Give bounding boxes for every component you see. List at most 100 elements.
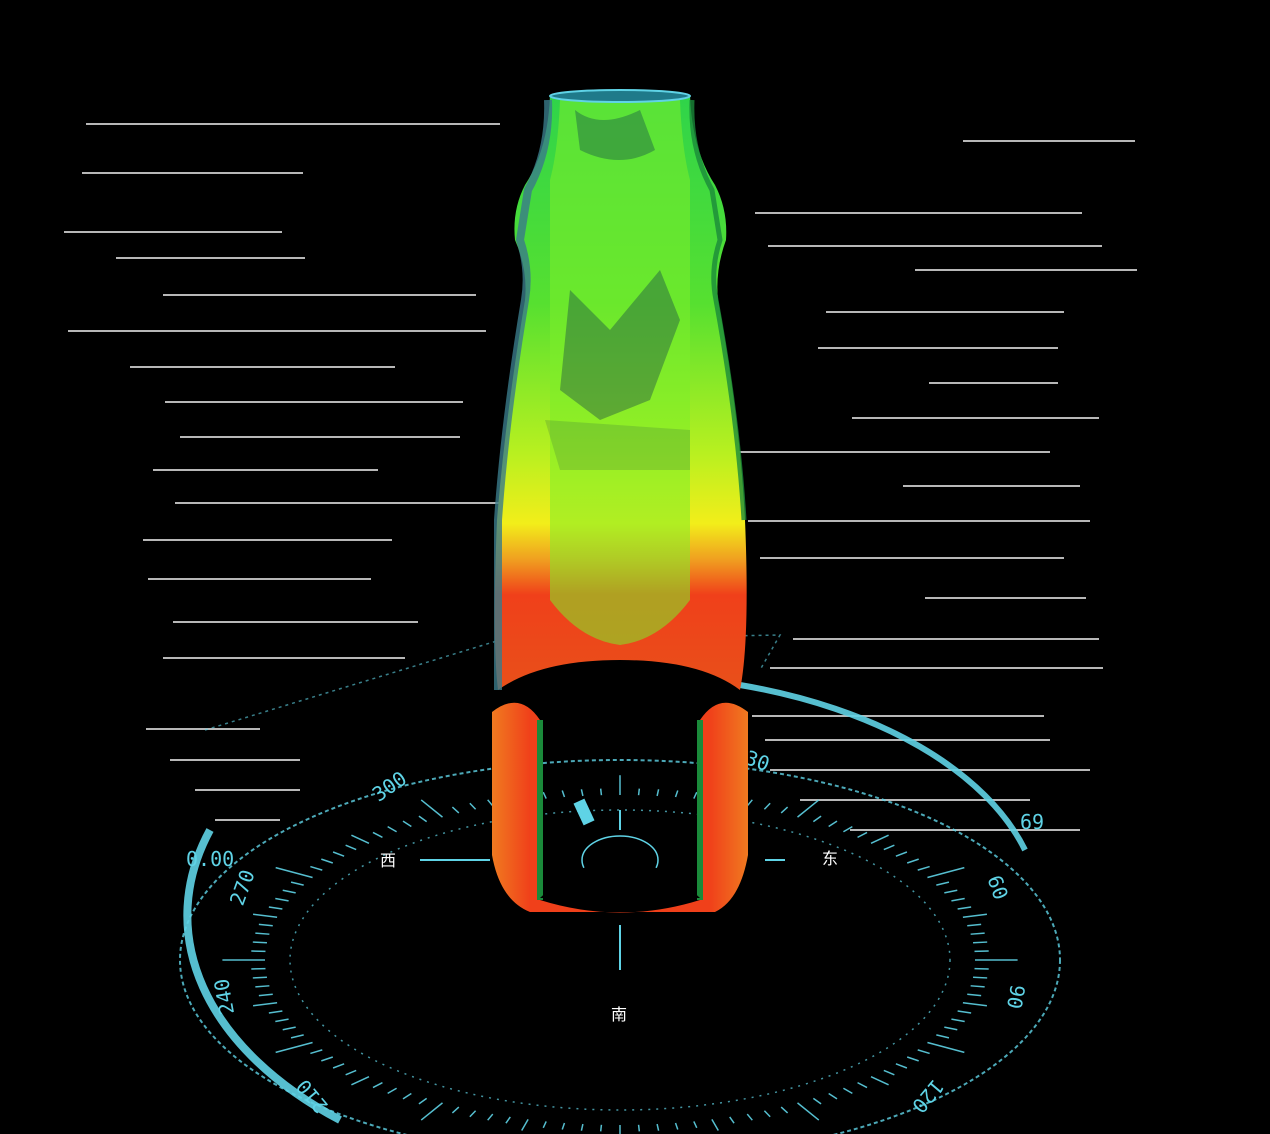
compass-tick bbox=[973, 942, 987, 943]
compass-tick bbox=[373, 832, 383, 837]
compass-tick bbox=[276, 868, 313, 878]
compass-tick bbox=[657, 1124, 658, 1131]
compass-tick bbox=[543, 792, 546, 798]
direction-east-label: 东 bbox=[822, 849, 838, 868]
compass-tick bbox=[253, 1003, 277, 1006]
compass-tick bbox=[971, 986, 985, 987]
compass-tick bbox=[253, 977, 267, 978]
direction-south-label: 南 bbox=[611, 1005, 627, 1024]
compass-tick bbox=[321, 859, 332, 863]
compass-degree-label: 240 bbox=[209, 977, 239, 1017]
direction-west-label: 西 bbox=[380, 851, 396, 870]
compass-tick bbox=[963, 1003, 987, 1006]
compass-tick bbox=[694, 1121, 697, 1127]
compass-tick bbox=[936, 882, 949, 885]
compass-tick bbox=[388, 1088, 397, 1093]
compass-tick bbox=[657, 789, 658, 796]
heading-marker bbox=[573, 799, 594, 826]
compass-tick bbox=[951, 899, 964, 901]
compass-tick bbox=[255, 933, 269, 934]
compass-tick bbox=[346, 1070, 357, 1074]
compass-tick bbox=[694, 792, 697, 798]
compass-tick bbox=[543, 1121, 546, 1127]
compass-tick bbox=[918, 867, 930, 871]
compass-tick bbox=[253, 942, 267, 943]
compass-tick bbox=[310, 867, 322, 871]
compass-tick bbox=[581, 789, 582, 796]
compass-tick bbox=[403, 1093, 411, 1098]
compass-tick bbox=[581, 1124, 582, 1131]
compass-tick bbox=[871, 835, 889, 843]
compass-tick bbox=[283, 890, 296, 893]
compass-tick bbox=[421, 1103, 442, 1120]
compass-tick bbox=[963, 914, 987, 917]
compass-tick bbox=[601, 789, 602, 796]
compass-tick bbox=[858, 832, 868, 837]
compass-tick bbox=[676, 1123, 678, 1130]
compass-tick bbox=[712, 1119, 718, 1130]
compass-tick bbox=[470, 803, 476, 809]
compass-tick bbox=[798, 800, 819, 817]
compass-tick bbox=[843, 1088, 852, 1093]
compass-arc-right bbox=[740, 685, 1025, 850]
compass-tick bbox=[351, 835, 369, 843]
compass-tick bbox=[452, 807, 458, 813]
compass-tick bbox=[829, 821, 837, 826]
compass-tick bbox=[639, 789, 640, 796]
compass-tick bbox=[321, 1057, 332, 1061]
compass-tick bbox=[421, 800, 442, 817]
compass-tick bbox=[506, 1117, 510, 1123]
compass-tick bbox=[907, 859, 918, 863]
compass-degree-label: 60 bbox=[982, 872, 1013, 903]
compass-tick bbox=[918, 1050, 930, 1054]
compass-degree-label: 120 bbox=[907, 1075, 949, 1118]
compass-tick bbox=[973, 977, 987, 978]
compass-tick bbox=[896, 1064, 907, 1068]
compass-tick bbox=[259, 994, 273, 995]
compass-tick bbox=[291, 1035, 304, 1038]
compass-tick bbox=[747, 1114, 752, 1120]
compass-tick bbox=[967, 994, 981, 995]
compass-tick bbox=[884, 845, 895, 849]
compass-tick bbox=[276, 1043, 313, 1053]
compass-tick bbox=[488, 1114, 493, 1120]
compass-tick bbox=[291, 882, 304, 885]
compass-tick bbox=[781, 1107, 787, 1113]
compass-tick bbox=[601, 1125, 602, 1132]
compass-tick bbox=[333, 852, 344, 856]
compass-tick bbox=[896, 852, 907, 856]
compass-tick bbox=[951, 1019, 964, 1021]
compass-tick bbox=[958, 1011, 972, 1013]
compass-tick bbox=[470, 1111, 476, 1117]
compass-tick bbox=[967, 924, 981, 925]
compass-tick bbox=[275, 899, 288, 901]
compass-tick bbox=[275, 1019, 288, 1021]
compass-tick bbox=[283, 1027, 296, 1030]
compass-tick bbox=[419, 816, 427, 822]
compass-tick bbox=[858, 1083, 868, 1088]
compass-tick bbox=[936, 1035, 949, 1038]
compass-tick bbox=[522, 1119, 528, 1130]
compass-tick bbox=[764, 1111, 770, 1117]
compass-tick bbox=[269, 907, 283, 909]
compass-tick bbox=[730, 1117, 734, 1123]
compass-tick bbox=[346, 845, 357, 849]
compass-tick bbox=[871, 1077, 889, 1085]
compass-tick bbox=[884, 1070, 895, 1074]
compass-tick bbox=[944, 890, 957, 893]
compass-tick bbox=[259, 924, 273, 925]
compass-tick bbox=[333, 1064, 344, 1068]
compass-tick bbox=[829, 1093, 837, 1098]
readout-right: 69 bbox=[1020, 810, 1044, 834]
compass-tick bbox=[403, 821, 411, 826]
compass-tick bbox=[927, 1043, 964, 1053]
compass-tick bbox=[764, 803, 770, 809]
compass-tick bbox=[351, 1077, 369, 1085]
compass-degree-label: 300 bbox=[368, 766, 411, 806]
compass-tick bbox=[253, 914, 277, 917]
compass-degree-label: 270 bbox=[225, 866, 260, 908]
compass-tick bbox=[310, 1050, 322, 1054]
compass-tick bbox=[388, 827, 397, 832]
compass-tick bbox=[562, 1123, 564, 1130]
